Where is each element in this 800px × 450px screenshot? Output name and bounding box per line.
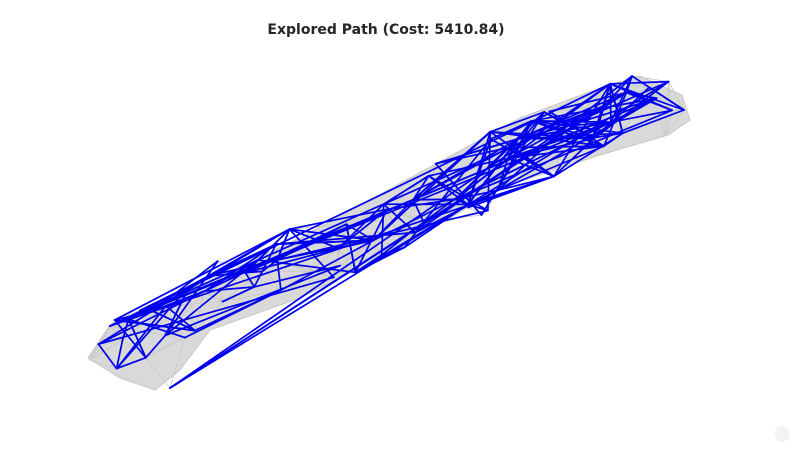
context-edge	[339, 239, 374, 267]
path-edge	[244, 271, 256, 288]
path-edge	[139, 285, 191, 312]
path-edge	[113, 228, 291, 321]
path-edge	[275, 239, 375, 245]
fullscreen-toggle-icon[interactable]	[774, 426, 790, 442]
path-edge	[288, 228, 340, 250]
path-edge	[221, 286, 256, 303]
path-edge	[553, 121, 612, 178]
path-edge	[288, 208, 389, 231]
path-edge	[454, 189, 499, 201]
context-edge	[222, 289, 282, 303]
path-edge	[288, 228, 335, 279]
path-edge	[434, 146, 510, 165]
path-edge	[530, 120, 596, 140]
path-edge	[412, 146, 510, 201]
path-edge	[188, 243, 278, 287]
path-edge	[164, 260, 219, 337]
context-edge	[244, 272, 282, 291]
path-edge	[530, 120, 624, 135]
path-edge	[280, 239, 375, 291]
path-edge	[386, 198, 457, 211]
path-edge	[548, 110, 605, 147]
context-edge	[345, 208, 388, 225]
path-edge	[489, 130, 605, 147]
path-edge	[591, 132, 624, 139]
context-edge	[194, 301, 224, 331]
path-edge	[109, 97, 658, 327]
context-edge	[664, 109, 685, 136]
path-edge	[164, 259, 259, 337]
path-edge	[609, 80, 670, 85]
path-edge	[625, 91, 658, 100]
path-edge	[507, 157, 555, 178]
path-edge	[169, 80, 670, 389]
path-edge	[603, 75, 633, 107]
context-edge	[337, 247, 341, 267]
path-edge	[97, 290, 206, 346]
context-edge	[109, 325, 166, 336]
context-edge	[145, 330, 196, 359]
path-edge	[382, 175, 430, 206]
path-edge	[517, 105, 605, 140]
path-edge	[434, 137, 519, 165]
path-edge	[276, 239, 375, 261]
path-edge	[244, 247, 340, 274]
path-edge	[151, 290, 206, 312]
path-edge	[489, 120, 533, 140]
path-edge	[115, 338, 124, 370]
path-edge	[625, 91, 673, 112]
path-edge	[593, 105, 605, 140]
path-edge	[621, 109, 685, 135]
path-edge	[115, 356, 147, 370]
path-edge	[97, 310, 154, 346]
path-edge	[412, 198, 457, 201]
path-edge	[467, 137, 519, 206]
path-edge	[127, 318, 147, 359]
explored-path-edges	[97, 75, 685, 389]
path-edge	[194, 289, 282, 332]
context-edge	[668, 81, 685, 111]
path-edge	[151, 260, 219, 312]
path-edge	[345, 223, 357, 274]
path-edge	[517, 132, 624, 140]
path-edge	[454, 109, 673, 201]
path-edge	[631, 75, 685, 111]
path-edge	[610, 75, 633, 124]
path-edge	[97, 276, 335, 346]
path-edge	[412, 130, 492, 201]
path-edge	[497, 145, 605, 192]
context-edge	[89, 339, 123, 361]
path-edge	[169, 91, 628, 389]
path-edge	[497, 120, 533, 192]
context-edge	[122, 305, 167, 341]
path-edge	[354, 254, 383, 274]
path-edge	[253, 243, 278, 288]
path-edge	[113, 319, 196, 332]
path-edge	[489, 138, 555, 178]
context-edge	[145, 357, 171, 389]
path-edge	[276, 209, 489, 261]
plot-title: Explored Path (Cost: 5410.84)	[267, 22, 505, 38]
path-edge	[610, 109, 673, 124]
context-edge	[89, 359, 117, 370]
path-edge	[203, 286, 256, 293]
context-edge	[337, 247, 356, 273]
path-edge	[276, 259, 282, 291]
context-edge	[169, 337, 186, 389]
path-edge	[144, 334, 167, 359]
path-edge	[507, 145, 605, 149]
path-edge	[489, 111, 545, 133]
path-edge	[113, 319, 147, 359]
path-edge	[603, 132, 624, 147]
context-edge	[164, 330, 196, 336]
path-edge	[109, 82, 612, 327]
context-edge	[631, 75, 669, 82]
path-edge	[97, 343, 118, 370]
context-edge	[631, 75, 673, 111]
path-edge	[467, 175, 555, 206]
context-edge	[194, 290, 205, 331]
